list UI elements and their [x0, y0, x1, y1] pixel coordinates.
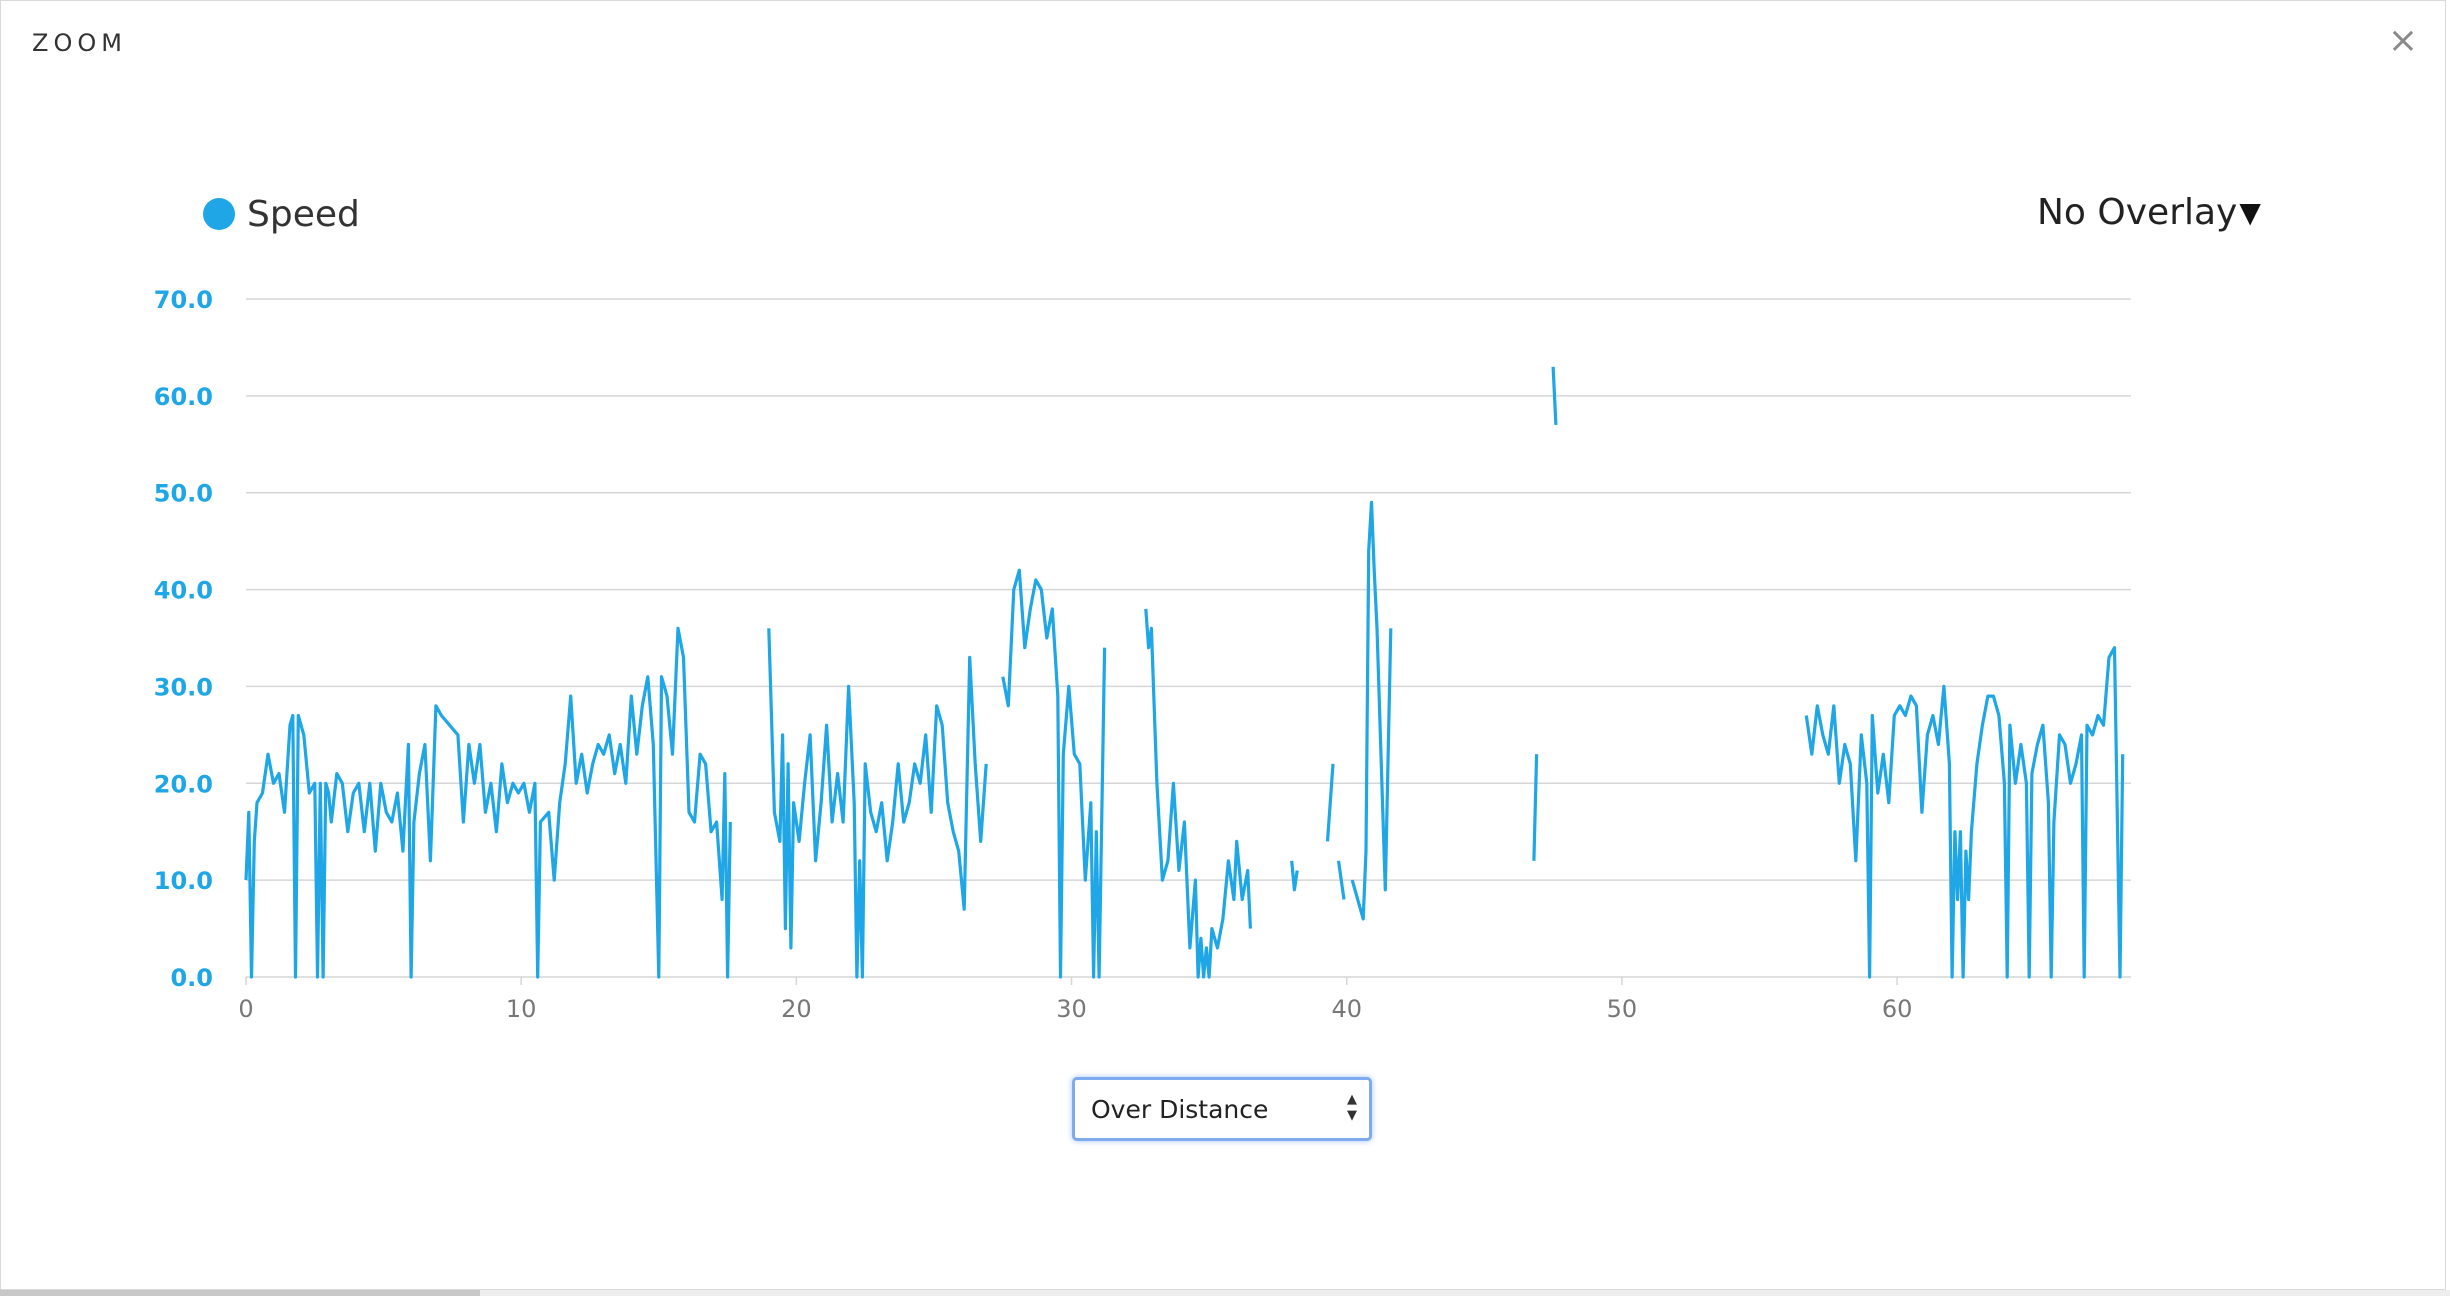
y-tick-label: 10.0: [154, 867, 213, 895]
close-icon[interactable]: ×: [2387, 20, 2419, 61]
y-tick-label: 40.0: [154, 577, 213, 605]
speed-series-line: [1336, 860, 1346, 900]
y-tick-label: 60.0: [154, 383, 213, 411]
speed-series-line: [244, 626, 732, 979]
x-tick-label: 10: [506, 995, 537, 1023]
x-tick-label: 40: [1331, 995, 1362, 1023]
speed-series-line: [1290, 860, 1299, 892]
x-tick-label: 0: [238, 995, 253, 1023]
speed-series-line: [1551, 366, 1558, 425]
speed-series-line: [767, 628, 988, 979]
speed-chart: 0.0 10.0 20.0 30.0 40.0 50.0 60.0 70.0 0 10 20 30 40…: [154, 286, 2131, 1023]
x-tick-label: 50: [1607, 995, 1638, 1023]
y-tick-label: 30.0: [154, 673, 213, 701]
speed-series-line: [1001, 568, 1107, 979]
legend-label: Speed: [247, 193, 360, 235]
speed-series-line: [1804, 646, 2125, 979]
y-tick-label: 20.0: [154, 770, 213, 798]
horizontal-scrollbar-track[interactable]: [0, 1290, 2450, 1296]
x-tick-label: 30: [1056, 995, 1087, 1023]
mode-select-value: Over Distance: [1091, 1095, 1269, 1124]
speed-series-line: [1532, 754, 1539, 861]
select-arrows-icon: ▲ ▼: [1347, 1092, 1357, 1123]
y-tick-label: 50.0: [154, 480, 213, 508]
speed-series-line: [1350, 500, 1393, 921]
caret-down-icon: ▼: [2239, 195, 2261, 229]
speed-series-line: [1144, 608, 1252, 979]
modal-title: ZOOM: [32, 29, 127, 57]
overlay-label: No Overlay: [2037, 191, 2238, 233]
legend-dot-icon: [203, 198, 235, 230]
x-tick-label: 60: [1882, 995, 1913, 1023]
speed-series-line: [1325, 763, 1335, 842]
overlay-dropdown[interactable]: No Overlay ▼: [2037, 187, 2261, 237]
y-tick-label: 70.0: [154, 286, 213, 314]
mode-select[interactable]: Over Distance ▲ ▼: [1072, 1077, 1372, 1141]
x-tick-label: 20: [781, 995, 812, 1023]
y-tick-label: 0.0: [170, 964, 213, 992]
horizontal-scrollbar-thumb[interactable]: [0, 1290, 480, 1296]
chart-legend[interactable]: Speed: [203, 189, 360, 239]
